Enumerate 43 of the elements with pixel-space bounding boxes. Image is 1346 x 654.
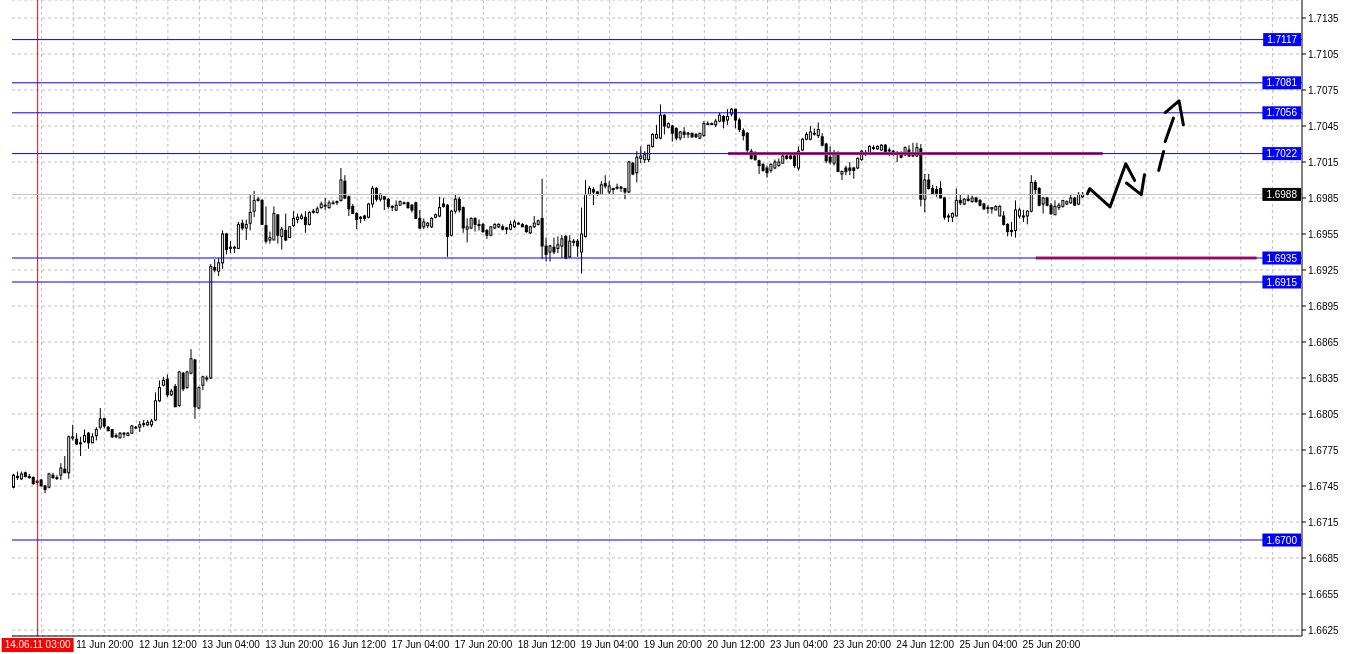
y-tick-label: 1.6895 [1308, 300, 1340, 312]
y-tick-label: 1.6805 [1308, 408, 1340, 420]
x-tick-label: 19 Jun 20:00 [643, 638, 703, 650]
y-tick-label: 1.7135 [1308, 12, 1340, 24]
y-tick-label: 1.6625 [1308, 624, 1340, 636]
y-tick-label: 1.6865 [1308, 336, 1340, 348]
y-tick-label: 1.7015 [1308, 156, 1340, 168]
y-tick-label: 1.6715 [1308, 516, 1340, 528]
y-tick-label: 1.6655 [1308, 588, 1340, 600]
x-tick-label: 20 Jun 12:00 [706, 638, 766, 650]
x-tick-label: 16 Jun 12:00 [328, 638, 387, 650]
ref-line-label: 1.6700 [1266, 534, 1298, 546]
x-tick-label: 14.06.11 03:00 [4, 638, 72, 650]
y-tick-label: 1.7045 [1308, 120, 1340, 132]
x-tick-label: 11 Jun 20:00 [76, 638, 134, 650]
x-tick-label: 25 Jun 20:00 [1022, 638, 1081, 650]
y-tick-label: 1.6955 [1308, 228, 1340, 240]
y-tick-label: 1.6925 [1308, 264, 1340, 276]
x-tick-label: 25 Jun 04:00 [959, 638, 1018, 650]
y-tick-label: 1.7105 [1308, 48, 1340, 60]
ref-line-label: 1.6988 [1266, 188, 1298, 200]
y-tick-label: 1.6985 [1308, 192, 1340, 204]
ref-line-label: 1.6935 [1266, 252, 1298, 264]
x-tick-label: 12 Jun 12:00 [138, 638, 198, 650]
ref-line-label: 1.6915 [1266, 276, 1298, 288]
ref-line-label: 1.7056 [1266, 107, 1298, 119]
y-tick-label: 1.6685 [1308, 552, 1340, 564]
x-tick-label: 23 Jun 20:00 [833, 638, 892, 650]
x-tick-label: 17 Jun 04:00 [391, 638, 450, 650]
x-tick-label: 18 Jun 12:00 [517, 638, 576, 650]
x-tick-label: 19 Jun 04:00 [580, 638, 640, 650]
y-tick-label: 1.6745 [1308, 480, 1340, 492]
y-tick-label: 1.6835 [1308, 372, 1340, 384]
y-tick-label: 1.7075 [1308, 84, 1340, 96]
ref-line-label: 1.7117 [1267, 34, 1298, 46]
ref-line-label: 1.7022 [1266, 148, 1298, 160]
x-tick-label: 24 Jun 12:00 [896, 638, 955, 650]
x-tick-label: 23 Jun 04:00 [770, 638, 829, 650]
ref-line-label: 1.7081 [1266, 77, 1298, 89]
x-tick-label: 17 Jun 20:00 [454, 638, 513, 650]
x-tick-label: 13 Jun 20:00 [265, 638, 324, 650]
x-tick-label: 13 Jun 04:00 [202, 638, 261, 650]
y-tick-label: 1.6775 [1308, 444, 1340, 456]
